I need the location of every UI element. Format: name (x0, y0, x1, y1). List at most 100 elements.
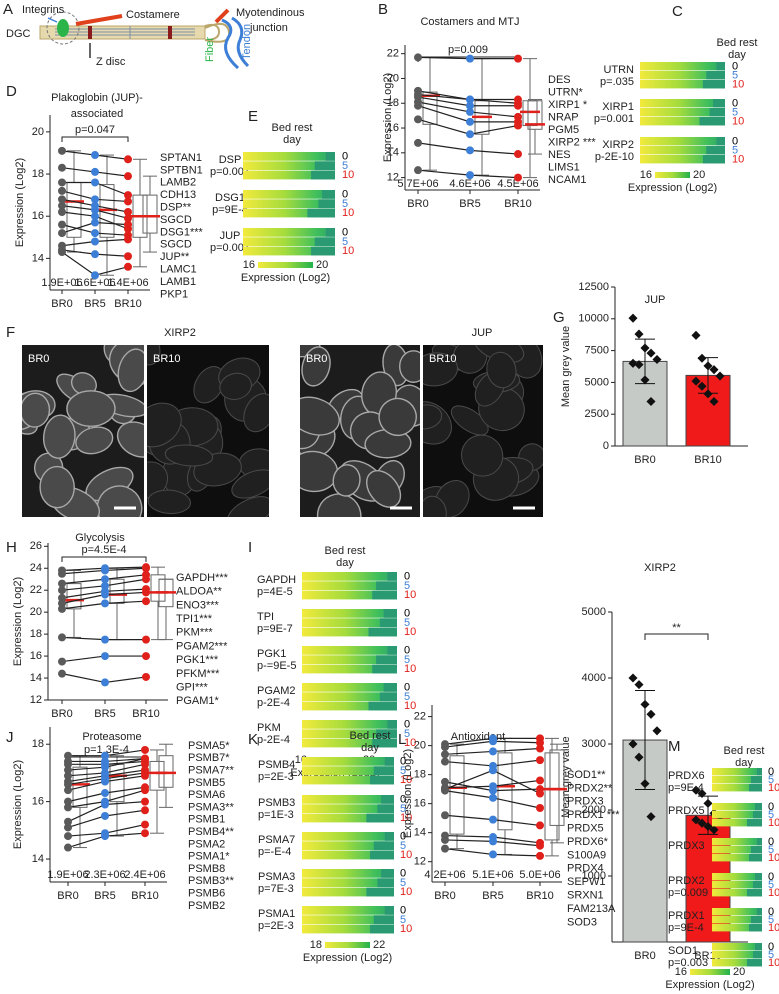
data-point (514, 101, 522, 110)
heatmap-band-tail (753, 811, 762, 819)
y-tick-label: 12500 (578, 281, 609, 293)
series-label: PSMB1 (188, 814, 225, 826)
heatmap-band-tail (372, 664, 397, 674)
data-point (141, 820, 149, 829)
data-point (64, 786, 72, 795)
day-label: 5 (404, 691, 410, 703)
data-point (466, 101, 474, 110)
data-point (58, 220, 66, 229)
box (449, 755, 465, 835)
comparison-label: p=0.047 (75, 124, 115, 136)
data-point (101, 763, 109, 772)
fiber-texture (116, 421, 144, 458)
series-label: PSMB5 (188, 777, 225, 789)
data-point (646, 348, 656, 358)
data-point (64, 823, 72, 832)
day-label: 5 (732, 144, 738, 156)
day-label: 10 (732, 153, 744, 165)
fiber-texture (164, 444, 214, 467)
heatmap-band-tail (373, 766, 394, 776)
count-label: 2.3E+06 (84, 869, 125, 881)
heatmap-band (243, 228, 335, 237)
heatmap-band-tail (307, 208, 335, 218)
heatmap-band (712, 854, 762, 862)
day-label: 0 (768, 836, 774, 848)
y-tick-label: 26 (30, 540, 42, 552)
x-tick-label: BR0 (51, 708, 72, 720)
micrograph-title: JUP (472, 327, 493, 339)
gene-label: PSMB3 (258, 797, 295, 809)
data-point (634, 680, 644, 690)
heatmap-band (302, 766, 394, 776)
heatmap-band (302, 683, 397, 692)
heatmap-band-tail (716, 137, 725, 146)
data-point (124, 252, 132, 261)
data-point (489, 837, 497, 846)
colorbar-tick-label: 18 (310, 939, 322, 951)
data-point (142, 635, 150, 644)
data-point (536, 756, 544, 765)
colorbar (258, 262, 313, 268)
data-point (414, 138, 422, 147)
series-label: PRDX3 (567, 796, 604, 808)
day-label: 5 (732, 69, 738, 81)
colorbar-tick-label: 16 (640, 169, 652, 181)
count-label: 1.6E+06 (74, 277, 115, 289)
heatmap-band-tail (381, 795, 394, 804)
data-point (101, 751, 109, 760)
y-tick-label: 16 (387, 122, 399, 134)
y-tick-label: 14 (387, 147, 399, 159)
data-point (536, 738, 544, 747)
data-point (703, 798, 713, 808)
count-label: 5.0E+06 (519, 869, 560, 881)
y-tick-label: 2500 (585, 408, 609, 420)
heatmap-band-tail (322, 190, 335, 199)
heatmap-band (712, 959, 762, 967)
chart-title: associated (71, 108, 124, 120)
x-tick-label: BR10 (131, 890, 159, 902)
day-label: 0 (404, 608, 410, 620)
data-point (101, 652, 109, 661)
data-point (101, 832, 109, 841)
gene-label: PSMB4 (258, 759, 295, 771)
x-tick-label: BR10 (504, 198, 532, 210)
data-point (58, 163, 66, 172)
heatmap-band-tail (368, 701, 397, 711)
day-label: 5 (342, 236, 348, 248)
data-point (466, 95, 474, 104)
data-point (640, 343, 650, 353)
x-tick-label: BR5 (482, 890, 503, 902)
colorbar-tick-label: 16 (243, 259, 255, 271)
box (149, 760, 165, 791)
data-point (514, 121, 522, 130)
series-label: PSMA2 (188, 838, 225, 850)
fiber-texture (399, 350, 420, 383)
chart-title: JUP (645, 294, 666, 306)
data-point (536, 789, 544, 798)
panel-letter: E (248, 108, 258, 125)
p-value-label: p=7E-3 (258, 883, 294, 895)
series-label: CDH13 (160, 189, 196, 201)
series-label: SEPW1 (567, 876, 606, 888)
data-point (652, 726, 662, 736)
fiber-texture (450, 405, 489, 436)
series-label: PRDX4 (567, 863, 604, 875)
heatmap-header: day (361, 742, 379, 754)
heatmap-band-tail (716, 62, 725, 71)
heatmap-band-tail (325, 228, 335, 237)
x-tick-label: BR10 (526, 890, 554, 902)
count-label: 4.5E+06 (497, 178, 538, 190)
heatmap-band-tail (366, 887, 394, 897)
data-point (709, 365, 719, 375)
day-label: 0 (768, 871, 774, 883)
day-label: 5 (342, 198, 348, 210)
day-label: 5 (768, 949, 774, 961)
day-label: 0 (400, 831, 406, 843)
colorbar (325, 942, 370, 948)
heatmap-band (302, 804, 394, 814)
box (527, 100, 543, 130)
panel-letter: G (553, 309, 565, 326)
data-point (634, 329, 644, 339)
data-point (414, 101, 422, 110)
heatmap-band-tail (314, 237, 335, 247)
